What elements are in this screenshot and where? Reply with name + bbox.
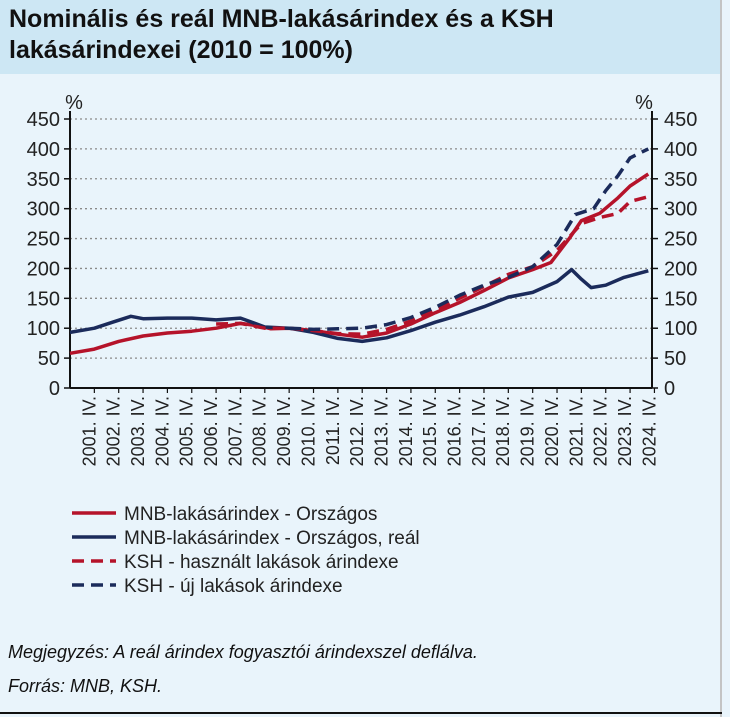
- y-tick-label-right-300: 300: [664, 199, 697, 221]
- x-tick-label-12: 2013. IV.: [371, 396, 391, 466]
- y-tick-label-left-100: 100: [27, 318, 60, 340]
- x-tick-label-4: 2005. IV.: [177, 396, 197, 466]
- y-tick-label-right-400: 400: [664, 139, 697, 161]
- panel-right-border: [720, 0, 722, 717]
- x-tick-label-2: 2003. IV.: [128, 396, 148, 466]
- panel-bottom-border: [0, 712, 722, 714]
- y-tick-label-right-200: 200: [664, 258, 697, 280]
- y-tick-label-right-350: 350: [664, 169, 697, 191]
- y-tick-label-left-0: 0: [49, 378, 60, 400]
- chart-title: Nominális és reál MNB-lakásárindex és a …: [9, 5, 554, 64]
- x-tick-label-20: 2021. IV.: [566, 396, 586, 466]
- x-tick-label-1: 2002. IV.: [104, 396, 124, 466]
- y-tick-label-right-0: 0: [664, 378, 675, 400]
- y-tick-label-left-400: 400: [27, 139, 60, 161]
- y-tick-label-right-450: 450: [664, 109, 697, 131]
- x-tick-label-13: 2014. IV.: [396, 396, 416, 466]
- x-tick-label-8: 2009. IV.: [274, 396, 294, 466]
- x-tick-label-3: 2004. IV.: [152, 396, 172, 466]
- y-tick-label-left-250: 250: [27, 229, 60, 251]
- y-unit-right: %: [635, 92, 653, 114]
- legend-label-1: MNB-lakásárindex - Országos: [124, 504, 377, 525]
- x-tick-label-5: 2006. IV.: [201, 396, 221, 466]
- legend-label-2: MNB-lakásárindex - Országos, reál: [124, 528, 420, 549]
- series-line-2: [69, 267, 649, 344]
- chart-source: Forrás: MNB, KSH.: [8, 676, 163, 696]
- y-tick-label-left-50: 50: [38, 348, 60, 370]
- x-tick-label-19: 2020. IV.: [542, 396, 562, 466]
- y-tick-label-right-250: 250: [664, 229, 697, 251]
- x-tick-label-0: 2001. IV.: [79, 396, 99, 466]
- chart-note: Megjegyzés: A reál árindex fogyasztói ár…: [8, 642, 478, 662]
- y-tick-label-left-300: 300: [27, 199, 60, 221]
- x-tick-label-21: 2022. IV.: [591, 396, 611, 466]
- series-line-4: [289, 147, 650, 332]
- x-tick-label-11: 2012. IV.: [347, 396, 367, 466]
- legend-label-4: KSH - új lakások árindexe: [124, 576, 343, 597]
- series-line-1: [69, 172, 650, 356]
- x-tick-label-18: 2019. IV.: [518, 396, 538, 466]
- x-tick-label-7: 2008. IV.: [250, 396, 270, 466]
- x-tick-label-10: 2011. IV.: [323, 396, 343, 465]
- x-tick-label-22: 2023. IV.: [615, 396, 635, 466]
- y-tick-label-left-200: 200: [27, 258, 60, 280]
- x-tick-label-17: 2018. IV.: [493, 396, 513, 466]
- x-tick-label-23: 2024. IV.: [639, 396, 659, 466]
- y-tick-label-right-150: 150: [664, 288, 697, 310]
- x-tick-label-14: 2015. IV.: [420, 396, 440, 466]
- x-tick-label-6: 2007. IV.: [225, 396, 245, 466]
- y-tick-label-left-150: 150: [27, 288, 60, 310]
- legend-label-3: KSH - használt lakások árindexe: [124, 552, 399, 573]
- x-tick-label-9: 2010. IV.: [298, 396, 318, 466]
- chart-header: Nominális és reál MNB-lakásárindex és a …: [0, 0, 720, 74]
- y-tick-label-right-100: 100: [664, 318, 697, 340]
- x-tick-label-16: 2017. IV.: [469, 396, 489, 466]
- y-tick-label-right-50: 50: [664, 348, 686, 370]
- y-unit-left: %: [65, 92, 83, 114]
- x-tick-label-15: 2016. IV.: [445, 396, 465, 466]
- y-tick-label-left-450: 450: [27, 109, 60, 131]
- y-tick-label-left-350: 350: [27, 169, 60, 191]
